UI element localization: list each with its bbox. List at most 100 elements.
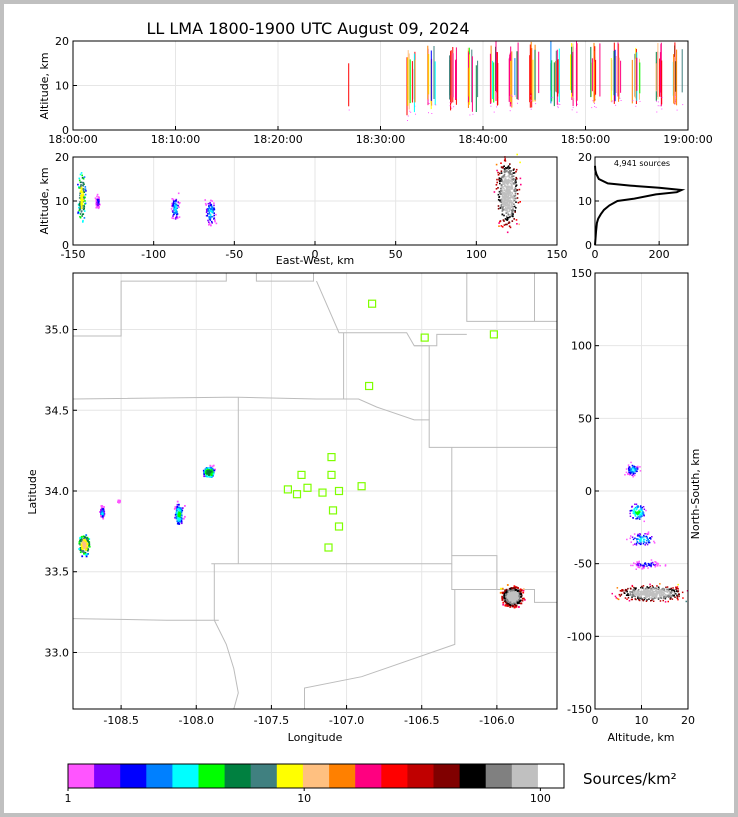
north-south-source: [624, 590, 626, 592]
east-west-source: [513, 203, 515, 205]
north-south-source: [635, 512, 638, 515]
east-west-source: [504, 177, 507, 180]
state-county-boundaries: [72, 273, 557, 710]
north-south-source: [640, 538, 642, 540]
time-height-source: [639, 100, 641, 102]
east-west-source: [513, 218, 515, 220]
east-west-source: [513, 189, 516, 191]
time-height-source: [409, 110, 411, 112]
east-west-source: [508, 181, 510, 184]
north-south-source: [646, 543, 649, 546]
north-south-source: [627, 594, 630, 596]
histogram-ytick-label: 0: [585, 239, 592, 252]
plan-view-xtick-label: -107.5: [254, 714, 289, 727]
colorbar-cell: [276, 764, 304, 788]
east-west-source: [174, 218, 177, 220]
east-west-source: [176, 213, 179, 215]
north-south-source: [648, 540, 650, 542]
plan-view-source: [514, 589, 517, 591]
north-south-source: [657, 591, 659, 593]
plan-view-source: [78, 541, 81, 543]
north-south-source: [636, 507, 638, 510]
north-south-source: [664, 595, 667, 598]
plan-view-source: [519, 590, 521, 593]
plan-view-source: [179, 518, 181, 521]
north-south-source: [677, 588, 679, 590]
plan-view-source: [178, 511, 181, 514]
plan-view-source: [518, 600, 521, 603]
east-west-source: [507, 194, 510, 196]
plan-view-ytick-label: 35.0: [45, 324, 70, 337]
north-south-source: [646, 594, 648, 596]
lma-station-marker: [327, 470, 336, 479]
north-south-source: [650, 600, 652, 602]
north-south-ytick-label: 0: [585, 485, 592, 498]
east-west-source: [512, 183, 515, 185]
colorbar-cell: [250, 764, 278, 788]
plan-view-source: [500, 587, 502, 590]
east-west-source: [499, 182, 501, 185]
north-south-source: [650, 564, 652, 567]
north-south-source: [639, 514, 641, 517]
north-south-source: [627, 473, 629, 476]
east-west-source: [516, 193, 519, 195]
lma-station-marker: [283, 485, 292, 494]
east-west-source: [497, 171, 499, 174]
plan-view-source: [515, 604, 518, 607]
east-west-source: [500, 184, 503, 187]
east-west-source: [506, 201, 508, 203]
east-west-source: [80, 191, 83, 194]
north-south-source: [644, 594, 647, 597]
time-height-source: [514, 95, 516, 97]
north-south-source: [631, 536, 634, 538]
plan-view-source: [88, 543, 91, 546]
north-south-source: [635, 511, 637, 513]
plan-view-source: [210, 473, 212, 476]
plan-view-source: [517, 598, 520, 601]
north-south-source: [635, 468, 638, 470]
north-south-source: [646, 599, 648, 601]
east-west-source: [82, 199, 84, 202]
east-west-source: [82, 200, 85, 203]
north-south-source: [627, 464, 630, 466]
lma-station-marker: [318, 488, 327, 497]
north-south-source: [660, 594, 662, 596]
east-west-source: [514, 194, 517, 197]
east-west-source: [497, 199, 500, 201]
east-west-source: [213, 218, 215, 220]
north-south-source: [668, 589, 670, 592]
east-west-source: [507, 206, 509, 208]
east-west-source: [509, 192, 511, 195]
north-south-source: [633, 562, 635, 564]
plan-view-source: [213, 469, 216, 472]
lma-station-marker: [357, 482, 366, 491]
time-height-source: [407, 115, 409, 117]
plan-view-source: [202, 469, 205, 472]
plan-view-source: [178, 506, 180, 509]
plan-view-source: [519, 588, 522, 591]
boundary-line: [213, 563, 239, 710]
north-south-source: [640, 512, 643, 514]
plan-view-source: [178, 508, 181, 511]
plan-view-source: [84, 553, 87, 556]
north-south-source: [654, 564, 657, 566]
north-south-source: [635, 518, 637, 520]
east-west-source: [502, 183, 505, 185]
east-west-source: [82, 205, 84, 207]
plan-view-source: [511, 604, 514, 607]
lma-station-marker: [334, 522, 344, 531]
east-west-source: [501, 191, 503, 194]
east-west-source: [504, 180, 507, 183]
time-height-source: [511, 96, 513, 97]
north-south-source: [625, 594, 628, 596]
east-west-source: [208, 206, 210, 209]
north-south-source: [628, 469, 630, 471]
plan-view-source: [175, 510, 178, 512]
east-west-source: [503, 170, 506, 172]
east-west-source: [82, 208, 85, 211]
east-west-source: [514, 209, 516, 212]
plan-view-source: [517, 587, 519, 589]
east-west-source: [83, 217, 86, 219]
time-height-source: [632, 100, 634, 102]
plan-view-source: [176, 508, 178, 511]
